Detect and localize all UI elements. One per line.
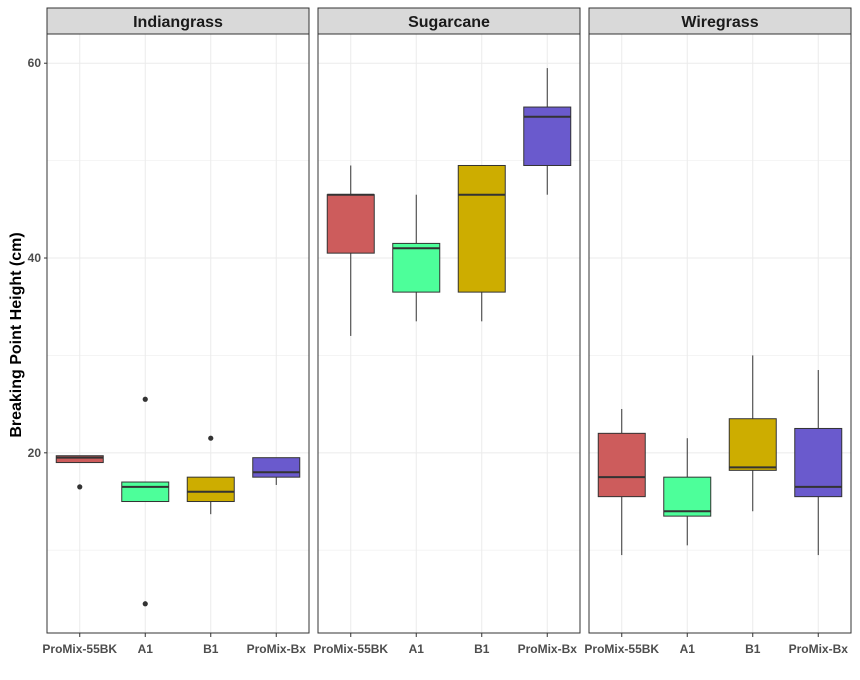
facet-strip — [317, 7, 581, 35]
box-promix-55bk — [326, 165, 375, 336]
box-body — [392, 242, 441, 293]
plot-background — [589, 34, 851, 633]
facet-strip — [588, 7, 852, 35]
outlier-point — [142, 396, 148, 402]
box-a1 — [121, 396, 170, 607]
box-promix-bx — [794, 370, 843, 556]
facet-panel-indiangrass: Indiangrass ProMix-55BK A1 B1 ProMix-Bx — [42, 7, 310, 656]
outlier-point — [77, 484, 83, 490]
box-b1 — [457, 164, 506, 322]
x-tick-label: ProMix-Bx — [518, 642, 578, 656]
box-body — [597, 432, 646, 498]
facet-strip-label: Sugarcane — [408, 14, 490, 31]
x-tick-label: B1 — [203, 642, 219, 656]
facet-panel-wiregrass: Wiregrass ProMix-55BK A1 B1 ProMix-Bx — [584, 7, 852, 656]
x-tick-label: ProMix-55BK — [584, 642, 659, 656]
x-tick-label: ProMix-Bx — [247, 642, 307, 656]
box-promix-55bk — [597, 408, 646, 556]
x-tick-label: B1 — [474, 642, 490, 656]
y-tick-label: 40 — [28, 251, 42, 265]
box-a1 — [392, 194, 441, 322]
box-promix-55bk — [55, 455, 104, 490]
facet-strip — [46, 7, 310, 35]
panel-border — [588, 33, 852, 634]
y-tick-label: 60 — [28, 56, 42, 70]
x-tick-label: A1 — [138, 642, 154, 656]
x-tick-label: ProMix-Bx — [789, 642, 849, 656]
box-promix-bx — [252, 457, 301, 485]
outlier-point — [142, 601, 148, 607]
y-axis-title: Breaking Point Height (cm) — [8, 232, 25, 437]
panel-border — [317, 33, 581, 634]
box-body — [121, 481, 170, 503]
box-body — [55, 455, 104, 464]
box-promix-bx — [523, 68, 572, 195]
x-tick-label: ProMix-55BK — [313, 642, 388, 656]
x-tick-label: B1 — [745, 642, 761, 656]
box-body — [186, 476, 235, 503]
box-b1 — [186, 435, 235, 515]
box-body — [663, 476, 712, 517]
x-tick-label: A1 — [409, 642, 425, 656]
facet-panel-sugarcane: Sugarcane ProMix-55BK A1 B1 ProMix-Bx — [313, 7, 581, 656]
facet-strip-label: Indiangrass — [133, 14, 223, 31]
plot-background — [47, 34, 309, 633]
outlier-point — [208, 435, 214, 441]
panel-border — [46, 33, 310, 634]
facet-strip-label: Wiregrass — [681, 14, 758, 31]
box-body — [794, 427, 843, 498]
y-tick-label: 20 — [28, 446, 42, 460]
x-tick-label: ProMix-55BK — [42, 642, 117, 656]
x-tick-label: A1 — [680, 642, 696, 656]
box-body — [252, 457, 301, 478]
box-b1 — [728, 355, 777, 512]
box-a1 — [663, 438, 712, 546]
box-body — [728, 418, 777, 471]
box-body — [326, 194, 375, 254]
box-body — [457, 164, 506, 293]
